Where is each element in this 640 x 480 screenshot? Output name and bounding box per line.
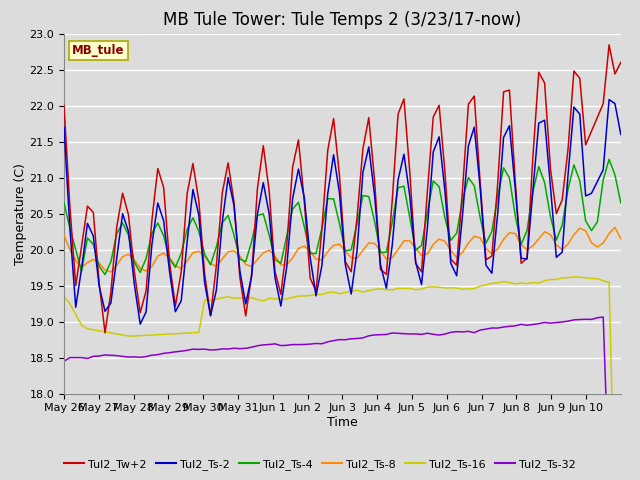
Text: MB_tule: MB_tule bbox=[72, 44, 125, 58]
X-axis label: Time: Time bbox=[327, 416, 358, 429]
Title: MB Tule Tower: Tule Temps 2 (3/23/17-now): MB Tule Tower: Tule Temps 2 (3/23/17-now… bbox=[163, 11, 522, 29]
Legend: Tul2_Tw+2, Tul2_Ts-2, Tul2_Ts-4, Tul2_Ts-8, Tul2_Ts-16, Tul2_Ts-32: Tul2_Tw+2, Tul2_Ts-2, Tul2_Ts-4, Tul2_Ts… bbox=[60, 455, 580, 474]
Y-axis label: Temperature (C): Temperature (C) bbox=[13, 163, 27, 264]
